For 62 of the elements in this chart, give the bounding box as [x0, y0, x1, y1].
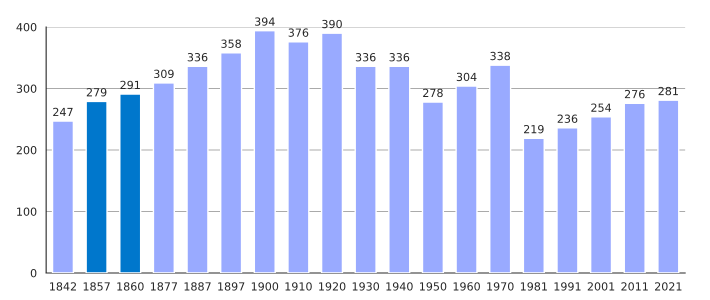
x-tick-label: 1842	[50, 282, 76, 291]
data-label: 236	[558, 114, 578, 123]
data-label: 219	[524, 124, 544, 134]
data-label: 254	[591, 103, 612, 112]
x-tick-label: 1910	[285, 282, 312, 291]
data-label: 336	[188, 53, 208, 62]
data-label: 336	[390, 53, 410, 62]
data-label: 376	[288, 28, 308, 37]
y-tick-label: 0	[30, 268, 36, 278]
bar	[186, 66, 209, 273]
data-label: 291	[120, 80, 140, 90]
bar	[590, 116, 612, 273]
bar	[119, 93, 142, 273]
x-tick-label: 1860	[117, 282, 144, 291]
bar	[522, 138, 545, 273]
y-tick-label: 400	[16, 22, 36, 32]
x-tick-label: 1981	[520, 282, 547, 291]
x-tick-label: 2001	[588, 282, 614, 291]
y-tick-label: 200	[16, 146, 36, 154]
bar	[354, 66, 377, 273]
bar	[624, 102, 646, 273]
x-tick-label: 1887	[184, 282, 211, 291]
data-label: 279	[86, 88, 106, 96]
data-label: 304	[456, 72, 477, 82]
data-label: 394	[255, 17, 275, 26]
bar	[287, 41, 310, 273]
bar	[220, 52, 242, 273]
y-tick-label: 300	[16, 84, 36, 93]
bar	[152, 82, 175, 273]
x-tick-label: 1950	[420, 282, 446, 291]
x-tick-label: 1930	[352, 282, 380, 291]
bar	[52, 120, 74, 273]
x-tick-label: 1920	[319, 282, 346, 291]
x-tick-label: 1900	[252, 282, 278, 291]
x-tick-label: 1857	[84, 282, 110, 291]
data-label: 358	[221, 39, 241, 48]
data-label: 338	[490, 52, 510, 60]
bar	[254, 30, 276, 273]
bar	[556, 127, 579, 273]
data-label: 336	[356, 53, 376, 62]
bar	[320, 32, 344, 273]
bar	[657, 99, 680, 273]
bar	[455, 85, 478, 273]
x-tick-label: 1991	[554, 282, 581, 291]
data-label: 390	[322, 20, 342, 28]
x-tick-label: 2011	[621, 282, 648, 291]
bar	[422, 101, 444, 273]
x-tick-label: 2021	[655, 282, 682, 291]
y-tick-label: 100	[17, 207, 36, 216]
x-tick-label: 1940	[386, 282, 413, 291]
data-label: 278	[423, 88, 443, 98]
data-label: 276	[624, 90, 645, 98]
bar	[489, 64, 512, 273]
x-tick-label: 1897	[218, 282, 244, 291]
data-label: 247	[53, 108, 73, 116]
bar	[85, 100, 108, 273]
data-label: 309	[154, 70, 174, 78]
x-tick-label: 1960	[454, 282, 480, 291]
x-tick-label: 1970	[487, 282, 514, 291]
bar	[388, 66, 410, 273]
x-tick-label: 1877	[150, 282, 178, 291]
data-label: 281	[658, 86, 678, 96]
